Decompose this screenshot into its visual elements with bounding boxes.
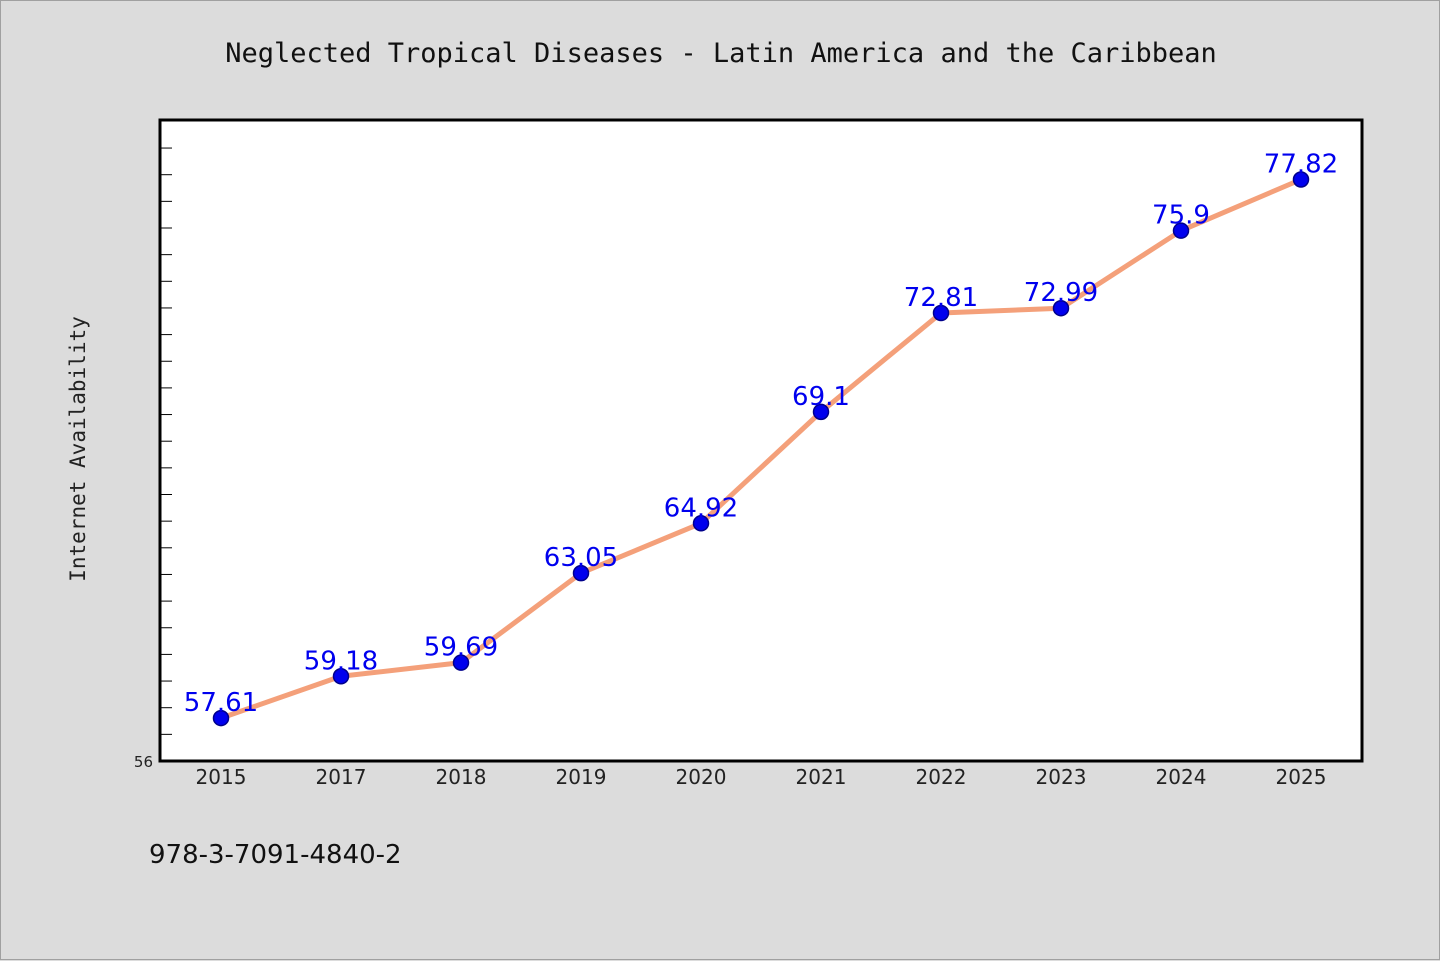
footer-code: 978-3-7091-4840-2	[149, 840, 402, 870]
data-label: 57.61	[184, 688, 258, 718]
data-point	[452, 654, 470, 671]
chart-title: Neglected Tropical Diseases - Latin Amer…	[225, 38, 1217, 69]
series-markers	[212, 171, 1310, 727]
x-axis-tick-labels: 2015 2017 2018 2019 2020 2021 2022 2023 2024 2025	[196, 765, 1327, 789]
data-point	[212, 709, 230, 727]
x-tick-label: 2020	[676, 765, 727, 789]
data-point	[812, 403, 830, 421]
x-tick-label: 2025	[1276, 765, 1327, 789]
data-label: 72.81	[904, 283, 978, 313]
data-point	[932, 304, 950, 322]
data-point	[572, 564, 590, 582]
data-label: 59.18	[304, 646, 378, 676]
x-tick-label: 2021	[796, 765, 847, 789]
data-label: 75.9	[1152, 201, 1210, 231]
plot-area	[158, 118, 1364, 763]
data-point	[332, 668, 350, 685]
x-tick-label: 2024	[1156, 765, 1207, 789]
data-label: 64.92	[664, 493, 738, 523]
data-point	[1052, 299, 1070, 317]
x-tick-label: 2019	[556, 765, 607, 789]
data-point	[692, 515, 710, 532]
x-tick-label: 2023	[1036, 765, 1087, 789]
y-tick-label-min: 56	[134, 753, 153, 771]
data-label: 59.69	[424, 633, 498, 663]
x-tick-label: 2022	[916, 765, 967, 789]
y-axis-ticks	[160, 147, 172, 735]
data-point	[1172, 222, 1190, 239]
data-label: 69.1	[792, 382, 850, 412]
data-label: 77.82	[1264, 149, 1338, 179]
data-point	[1292, 171, 1310, 188]
x-tick-label: 2017	[316, 765, 367, 789]
data-label: 63.05	[544, 543, 618, 573]
series-line	[218, 176, 1304, 721]
data-label: 72.99	[1024, 278, 1098, 308]
x-tick-label: 2015	[196, 765, 247, 789]
x-tick-label: 2018	[436, 765, 487, 789]
data-labels: 57.61 59.18 59.69 63.05 64.92 69.1 72.81 72.99 7…	[184, 149, 1338, 718]
y-axis-label: Internet Availability	[66, 316, 90, 582]
